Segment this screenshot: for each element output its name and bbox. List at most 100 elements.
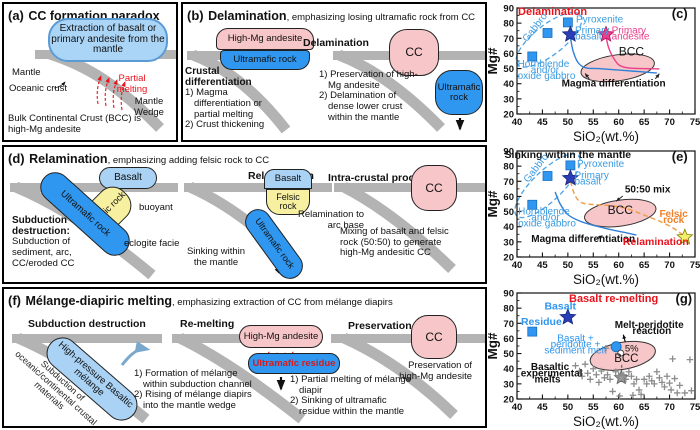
svg-text:Pyroxenite: Pyroxenite — [576, 14, 624, 25]
svg-text:45: 45 — [537, 402, 548, 413]
panel-f-subtitle: , emphasizing extraction of CC from méla… — [172, 297, 393, 308]
svg-text:BCC: BCC — [614, 353, 638, 365]
f-s2-item2: 2) Sinking of ultramafic residue within … — [290, 395, 405, 417]
panel-b: (b) Delamination, emphasizing losing ult… — [181, 2, 487, 142]
preservation-body: Preservation of high-Mg andesite — [399, 360, 472, 382]
preservation-heading: Preservation — [348, 320, 412, 332]
f-s1-item2: 2) Rising of mélange diapirs into the ma… — [134, 389, 252, 411]
f-s2-item1: 1) Partial melting of mélange diapir — [290, 374, 411, 396]
svg-text:40: 40 — [512, 260, 523, 271]
svg-text:Primary: Primary — [575, 25, 609, 36]
svg-text:40: 40 — [503, 222, 514, 233]
svg-text:30: 30 — [503, 379, 514, 390]
f-s1-item1: 1) Formation of mélange within subductio… — [134, 368, 252, 390]
b-s2-items: 1) Preservation of high-Mg andesite 2) D… — [319, 69, 421, 123]
svg-text:(c): (c) — [672, 6, 688, 21]
svg-text:sediment melt: sediment melt — [544, 346, 606, 357]
svg-text:Primary: Primary — [612, 25, 646, 36]
svg-text:40: 40 — [503, 364, 514, 375]
svg-text:30: 30 — [503, 237, 514, 248]
cc-blob-d: CC — [411, 165, 457, 211]
svg-text:Felsic: Felsic — [659, 209, 688, 220]
cc-blob-f: CC — [411, 315, 457, 359]
crustal-differentiation-heading: Crustal differentiation — [185, 66, 252, 89]
svg-text:oxide gabbro: oxide gabbro — [518, 219, 576, 230]
partial-melting-label: Partial melting — [116, 73, 148, 95]
svg-text:55: 55 — [588, 260, 599, 271]
svg-text:70: 70 — [503, 177, 514, 188]
panel-d-subtitle: , emphasizing adding felsic rock to CC — [107, 155, 270, 166]
svg-text:45: 45 — [537, 117, 548, 128]
bcc-caption: Bulk Continental Crust (BCC) is high-Mg … — [8, 113, 142, 135]
svg-text:70: 70 — [664, 402, 675, 413]
svg-text:basalt: basalt — [574, 177, 601, 188]
svg-text:40: 40 — [503, 79, 514, 90]
mantle-label: Mantle — [12, 67, 41, 78]
svg-text:experimental: experimental — [521, 368, 583, 379]
cc-blob-b: CC — [389, 29, 439, 76]
svg-text:SiO₂(wt.%): SiO₂(wt.%) — [573, 272, 639, 287]
svg-text:75: 75 — [690, 260, 700, 271]
svg-text:45: 45 — [537, 260, 548, 271]
svg-text:70: 70 — [503, 319, 514, 330]
svg-text:75: 75 — [690, 117, 700, 128]
svg-text:60: 60 — [613, 260, 624, 271]
panel-b-title: (b) Delamination, emphasizing losing ult… — [187, 7, 475, 25]
felsic-rock-blob-d2: Felsic rock — [266, 189, 310, 215]
subduction-destruction-body: Subduction of sediment, arc, CC/eroded C… — [12, 236, 75, 269]
svg-text:Magma differentiation: Magma differentiation — [531, 234, 635, 245]
eclogite-facies-label: eclogite facie — [124, 238, 180, 249]
f-s1-items: 1) Formation of mélange within subductio… — [134, 368, 254, 412]
svg-text:50: 50 — [503, 64, 514, 75]
svg-text:50: 50 — [503, 349, 514, 360]
svg-text:Sinking within the mantle: Sinking within the mantle — [505, 149, 632, 161]
svg-text:(e): (e) — [672, 149, 688, 164]
panel-b-tag: (b) — [187, 8, 204, 23]
svg-text:Magma differentiation: Magma differentiation — [562, 79, 666, 90]
svg-text:40: 40 — [512, 117, 523, 128]
intra-crustal-heading: Intra-crustal process — [328, 172, 432, 184]
svg-text:SiO₂(wt.%): SiO₂(wt.%) — [573, 129, 639, 144]
b-s2-item1: 1) Preservation of high-Mg andesite — [319, 69, 418, 91]
ultramafic-rock-blob: Ultramafic rock — [220, 50, 310, 70]
svg-text:basalt: basalt — [575, 31, 602, 42]
svg-text:Delamination: Delamination — [518, 6, 587, 18]
svg-text:90: 90 — [503, 4, 514, 15]
mantle-wedge-label: Mantle Wedge — [134, 96, 164, 118]
high-mg-andesite-blob-f: High-Mg andesite — [239, 325, 323, 348]
subduction-destruction-heading: Subduction destruction: — [12, 215, 70, 238]
subduction-destruction-heading-f: Subduction destruction — [28, 318, 146, 330]
crustal-differentiation-block: Crustal differentiation 1) Magma differe… — [185, 66, 273, 131]
svg-text:Relamination: Relamination — [623, 236, 689, 248]
svg-text:SiO₂(wt.%): SiO₂(wt.%) — [573, 414, 639, 429]
f-s2-items: 1) Partial melting of mélange diapir 2) … — [290, 374, 416, 418]
panel-a: (a) CC formation paradox Extraction of b… — [2, 2, 178, 142]
re-melting-heading: Re-melting — [180, 318, 235, 330]
svg-text:60: 60 — [503, 192, 514, 203]
svg-text:55: 55 — [588, 402, 599, 413]
svg-text:Basaltic: Basaltic — [531, 362, 570, 373]
svg-text:5%: 5% — [625, 344, 639, 355]
panel-a-tag: (a) — [8, 8, 24, 23]
diapir-rise-arrow — [120, 341, 151, 366]
svg-text:80: 80 — [503, 304, 514, 315]
svg-text:(g): (g) — [676, 291, 693, 306]
partial-melting-arrows — [96, 75, 126, 111]
subduction-destruction-block: Subduction destruction: Subduction of se… — [12, 215, 94, 269]
relamination-arc-base-label: Relamination to arc base — [297, 209, 364, 231]
svg-text:rock: rock — [663, 215, 685, 226]
svg-text:20: 20 — [503, 110, 514, 121]
svg-text:70: 70 — [664, 117, 675, 128]
svg-text:90: 90 — [503, 147, 514, 158]
svg-text:Primary: Primary — [574, 171, 608, 182]
panel-f-name: Mélange-diapiric melting — [25, 294, 173, 308]
panel-b-subtitle: , emphasizing losing ultramafic rock fro… — [286, 12, 476, 23]
b-s1-item2: 2) Crust thickening — [185, 119, 265, 131]
svg-text:melts: melts — [534, 374, 561, 385]
svg-text:Basalt: Basalt — [544, 301, 576, 313]
svg-text:peridotite +: peridotite + — [551, 340, 601, 351]
svg-text:oxide gabbro: oxide gabbro — [518, 71, 576, 82]
panel-d-title: (d) Relamination, emphasizing adding fel… — [8, 150, 269, 168]
svg-text:BCC: BCC — [619, 45, 645, 59]
svg-text:Residue: Residue — [521, 316, 562, 328]
